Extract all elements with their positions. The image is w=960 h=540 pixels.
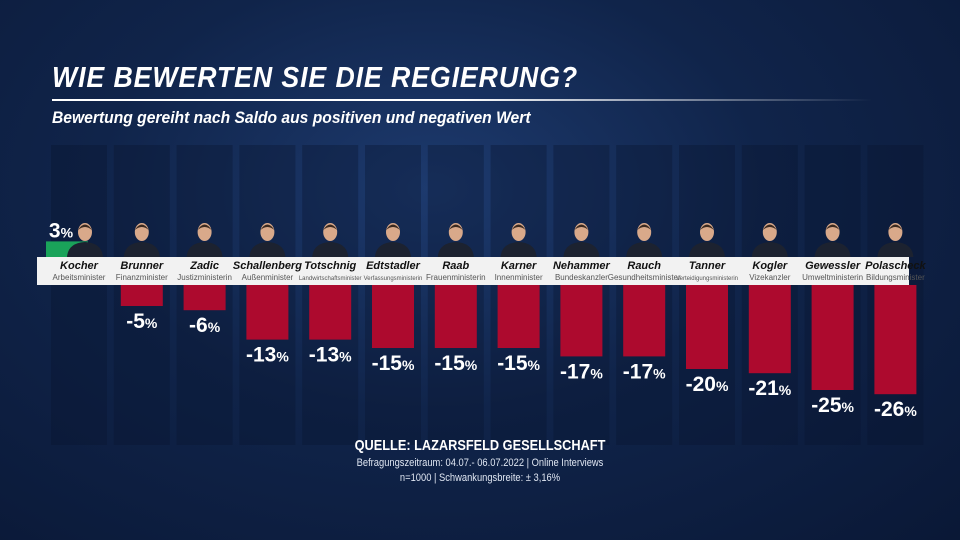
bar-polascheck (874, 285, 917, 395)
minister-name: Nehammer (553, 260, 611, 272)
minister-name: Zadic (189, 260, 219, 272)
portrait-body (689, 242, 725, 257)
minister-role: Außenminister (242, 273, 294, 282)
value-label: -13% (309, 344, 352, 367)
portrait-hair (448, 224, 463, 230)
minister-role: Bundeskanzler (555, 273, 608, 282)
bar-brunner (120, 285, 163, 306)
portrait-body (877, 242, 914, 257)
minister-name: Raab (442, 260, 469, 272)
bar-totschnig (309, 285, 352, 340)
portrait-body (626, 242, 663, 257)
value-label: 3% (49, 219, 74, 242)
minister-role: Justizministerin (177, 273, 232, 282)
minister-role: Verteidigungsministerin (676, 276, 738, 282)
minister-name: Kogler (752, 260, 788, 272)
portrait-body (123, 242, 160, 257)
bar-rauch (623, 285, 666, 357)
minister-name: Totschnig (304, 260, 356, 272)
minister-name: Karner (501, 260, 537, 272)
portrait-hair (700, 224, 714, 230)
minister-name: Kocher (60, 260, 99, 272)
portrait-hair (825, 224, 840, 230)
bar-karner (497, 285, 540, 348)
page-title: WIE BEWERTEN SIE DIE REGIERUNG? (52, 62, 579, 94)
minister-name: Polascheck (865, 260, 926, 272)
portrait-hair (78, 224, 92, 230)
bar-raab (434, 285, 477, 348)
value-label: -15% (372, 352, 415, 375)
value-label: -5% (126, 310, 158, 333)
portrait-body (751, 242, 788, 257)
value-label: -25% (811, 394, 854, 417)
source-title: QUELLE: LAZARSFELD GESELLSCHAFT (354, 437, 606, 454)
minister-role: Bildungsminister (866, 273, 925, 282)
portrait-hair (386, 224, 400, 230)
page-subtitle: Bewertung gereiht nach Saldo aus positiv… (52, 108, 531, 127)
minister-name: Tanner (689, 260, 726, 272)
portrait-hair (323, 224, 338, 230)
value-label: -17% (623, 360, 666, 383)
portrait-hair (574, 224, 589, 230)
sample-info: n=1000 | Schwankungsbreite: ± 3,16% (399, 472, 561, 484)
minister-role: Gesundheitsminister (608, 273, 681, 282)
value-label: -21% (748, 377, 791, 400)
value-label: -15% (434, 352, 477, 375)
portrait-body (186, 242, 223, 257)
minister-role: Landwirtschaftsminister (299, 276, 362, 282)
bar-tanner (686, 285, 728, 369)
minister-role: Umweltministerin (802, 273, 863, 282)
portrait-hair (762, 224, 777, 230)
value-label: -6% (189, 314, 221, 337)
minister-role: Verfassungsministerin (364, 276, 423, 282)
minister-role: Vizekanzler (749, 273, 791, 282)
value-label: -26% (874, 398, 917, 421)
portrait-body (312, 242, 349, 257)
bar-nehammer (560, 285, 603, 357)
bar-edtstadler (372, 285, 414, 348)
minister-name: Rauch (627, 260, 661, 272)
portrait-body (67, 242, 103, 257)
portrait-body (375, 242, 411, 257)
value-label: -15% (497, 352, 540, 375)
title-divider (52, 99, 872, 101)
column-background (51, 145, 107, 445)
value-label: -17% (560, 360, 603, 383)
minister-name: Gewessler (805, 260, 861, 272)
minister-name: Edtstadler (366, 260, 421, 272)
bar-zadic (183, 285, 226, 311)
minister-role: Finanzminister (116, 273, 168, 282)
portrait-hair (134, 224, 149, 230)
minister-name: Schallenberg (233, 260, 302, 272)
bar-schallenberg (246, 285, 289, 340)
minister-name: Brunner (120, 260, 164, 272)
portrait-hair (888, 224, 903, 230)
name-strip (37, 257, 909, 285)
minister-role: Innenminister (495, 273, 543, 282)
portrait-body (500, 242, 537, 257)
portrait-body (249, 242, 286, 257)
survey-period: Befragungszeitraum: 04.07.- 06.07.2022 |… (356, 457, 604, 469)
portrait-hair (511, 224, 526, 230)
value-label: -13% (246, 344, 289, 367)
minister-role: Frauenministerin (426, 273, 486, 282)
portrait-body (437, 242, 474, 257)
portrait-hair (637, 224, 652, 230)
minister-role: Arbeitsminister (53, 273, 106, 282)
bar-gewessler (811, 285, 854, 390)
portrait-body (814, 242, 851, 257)
portrait-body (563, 242, 600, 257)
portrait-hair (197, 224, 212, 230)
bar-kogler (748, 285, 791, 374)
portrait-hair (260, 224, 275, 230)
value-label: -20% (686, 373, 729, 396)
